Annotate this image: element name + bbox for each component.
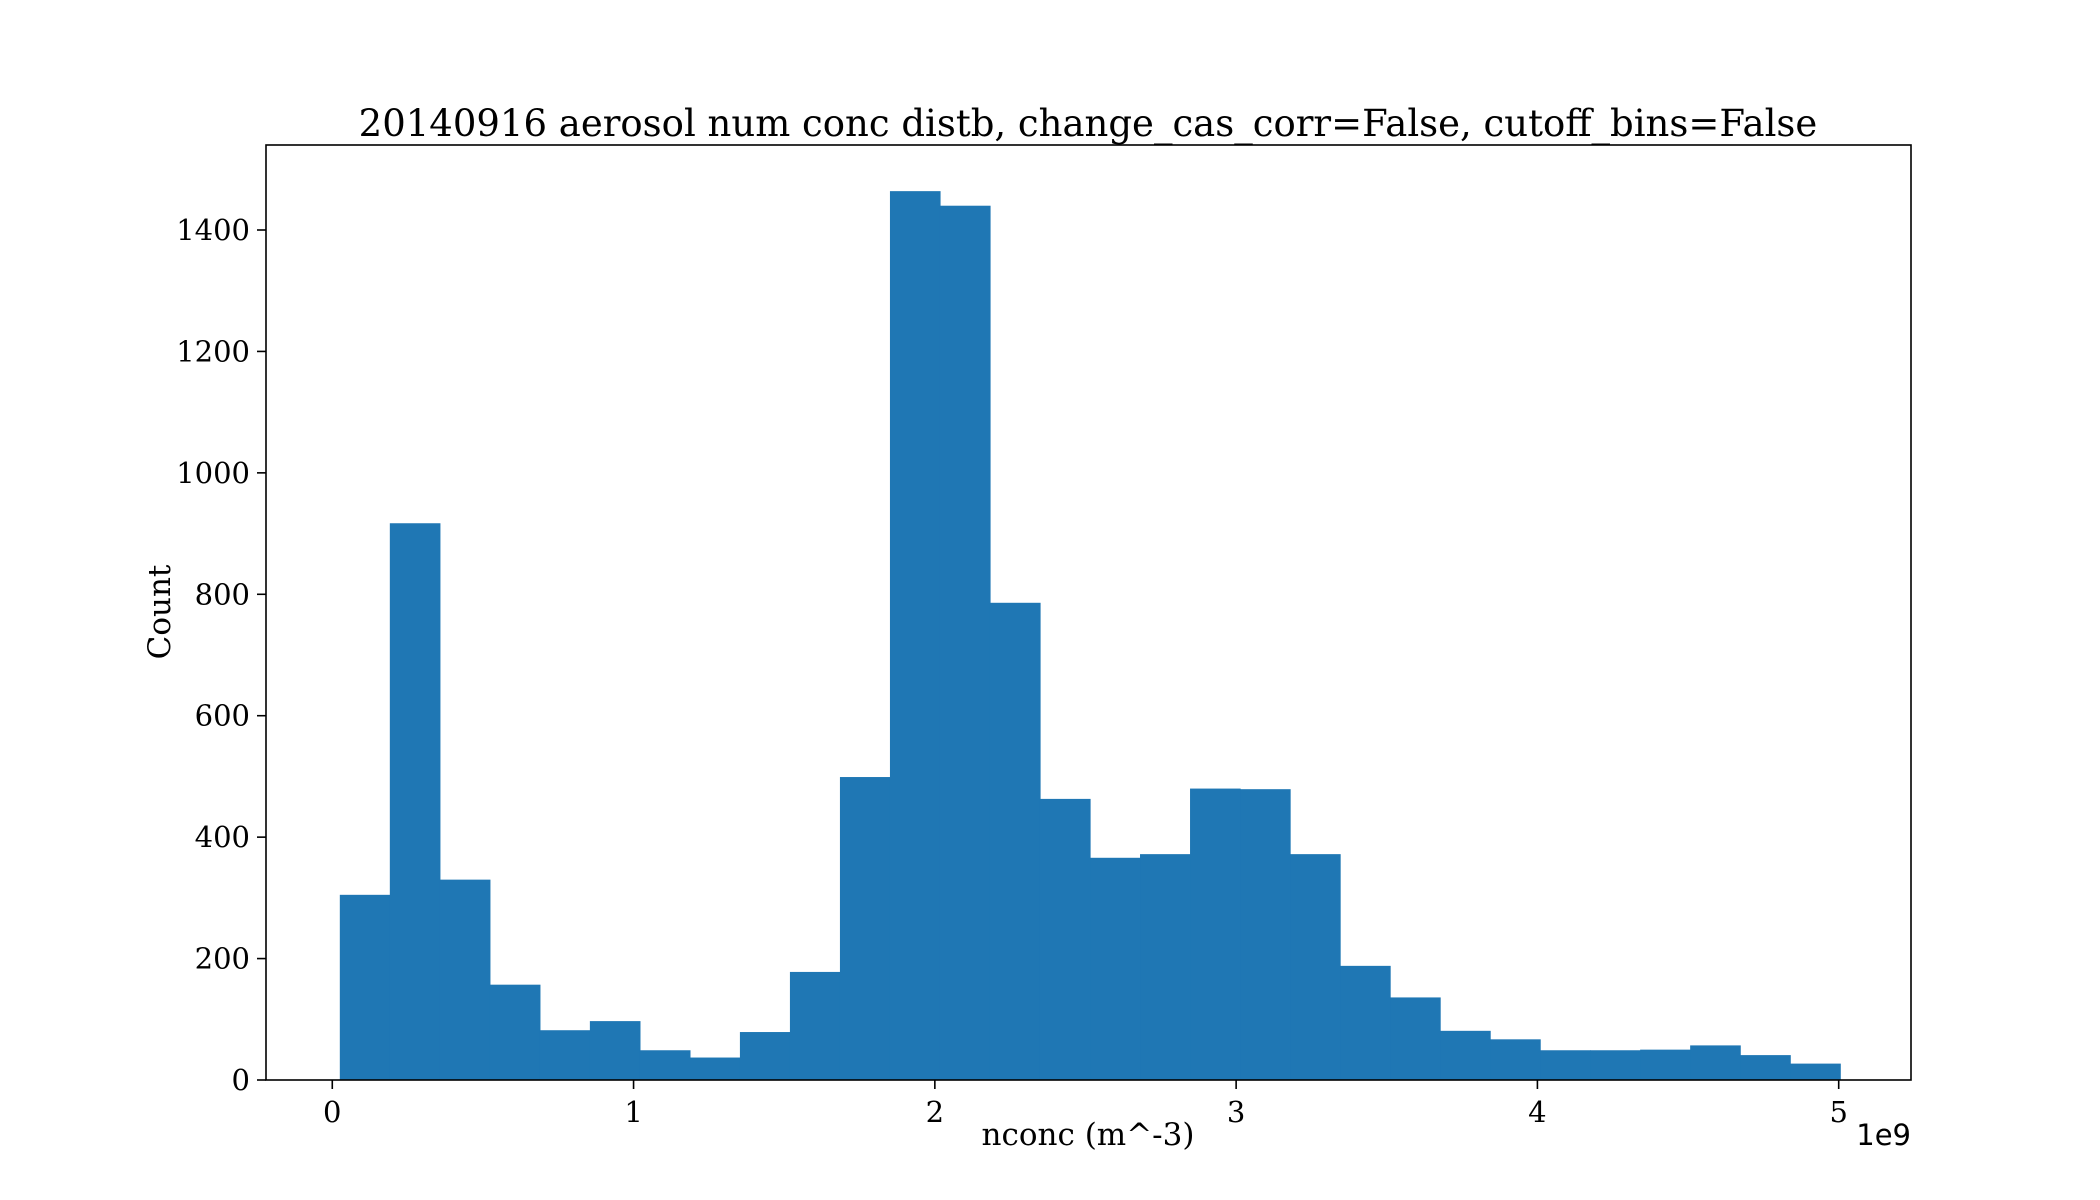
- histogram-bar: [1640, 1049, 1691, 1080]
- histogram-bar: [789, 971, 841, 1080]
- histogram-bar: [639, 1050, 691, 1080]
- y-tick-label: 400: [195, 820, 250, 854]
- histogram-bar: [739, 1032, 791, 1080]
- histogram-bar: [1039, 798, 1091, 1080]
- histogram-bar: [1690, 1045, 1741, 1080]
- x-tick-label: 1: [624, 1095, 642, 1129]
- histogram-bars: [339, 191, 1841, 1081]
- x-tick-label: 4: [1528, 1095, 1546, 1129]
- y-axis-ticks: 0 200 400 600 800 1000 1200 1400: [176, 213, 266, 1097]
- histogram-bar: [339, 894, 391, 1080]
- y-tick-label: 0: [232, 1063, 250, 1097]
- plot-area-frame: [265, 144, 1912, 1081]
- histogram-bar: [989, 602, 1041, 1080]
- histogram-bar: [439, 879, 491, 1080]
- histogram-bar: [1290, 854, 1341, 1080]
- x-tick-label: 0: [323, 1095, 341, 1129]
- y-tick-label: 1200: [176, 334, 250, 368]
- y-tick-label: 800: [195, 577, 250, 611]
- histogram-bar: [1540, 1050, 1591, 1080]
- x-axis-offset-label: 1e9: [1856, 1118, 1911, 1152]
- histogram-bar: [1240, 789, 1291, 1080]
- y-tick-label: 1000: [176, 456, 250, 490]
- x-tick-label: 3: [1227, 1095, 1245, 1129]
- histogram-bar: [1490, 1039, 1541, 1080]
- x-tick-label: 5: [1829, 1095, 1847, 1129]
- histogram-bar: [1790, 1063, 1841, 1080]
- y-axis-label: Count: [142, 564, 178, 659]
- histogram-bar: [1140, 854, 1191, 1080]
- histogram-bar: [939, 205, 991, 1080]
- histogram-bar: [389, 523, 441, 1080]
- x-axis-label: nconc (m^-3): [982, 1117, 1195, 1153]
- histogram-bar: [1340, 965, 1391, 1080]
- y-tick-label: 600: [195, 699, 250, 733]
- chart-title: 20140916 aerosol num conc distb, change_…: [359, 102, 1818, 146]
- histogram-bar: [1590, 1050, 1641, 1080]
- y-tick-label: 200: [195, 942, 250, 976]
- histogram-bar: [1090, 857, 1141, 1080]
- y-tick-label: 1400: [176, 213, 250, 247]
- histogram-bar: [839, 777, 891, 1080]
- x-axis-ticks: 0 1 2 3 4 5: [323, 1080, 1848, 1129]
- histogram-bar: [1190, 788, 1241, 1080]
- histogram-bar: [1390, 997, 1441, 1080]
- histogram-bar: [689, 1057, 741, 1080]
- histogram-bar: [489, 984, 541, 1080]
- histogram-bar: [589, 1021, 641, 1080]
- histogram-bar: [1440, 1030, 1491, 1080]
- histogram-bar: [889, 191, 941, 1081]
- histogram-bar: [1740, 1055, 1791, 1080]
- x-tick-label: 2: [926, 1095, 944, 1129]
- histogram-bar: [539, 1030, 591, 1080]
